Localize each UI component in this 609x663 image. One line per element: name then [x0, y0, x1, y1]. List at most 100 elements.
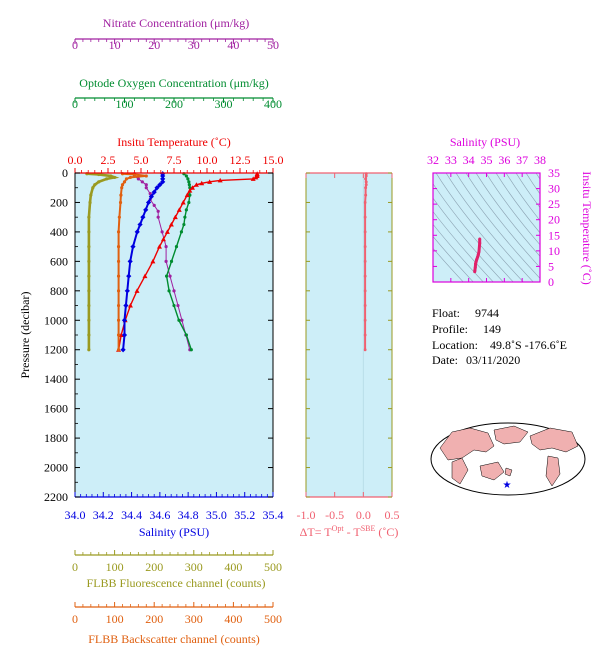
salinity-axis: 34.0 34.2 34.4 34.6 34.8 35.0 35.2 35.4 — [65, 492, 284, 522]
oxygen-point — [179, 230, 184, 234]
fluorescence-tick-label: 400 — [224, 560, 242, 574]
ts-density-contour — [433, 197, 504, 282]
ts-salinity-tick-label: 37 — [516, 153, 528, 167]
ts-point — [478, 237, 482, 241]
ts-density-contour — [455, 173, 540, 279]
ts-salinity-tick-label: 32 — [427, 153, 439, 167]
backscatter-tick-label: 400 — [224, 612, 242, 626]
ts-salinity-tick-label: 36 — [498, 153, 510, 167]
delta-t-point — [363, 318, 367, 322]
ts-salinity-tick-label: 35 — [481, 153, 493, 167]
temperature-point — [127, 303, 133, 308]
nitrate-point — [164, 259, 168, 263]
backscatter-tick-label: 500 — [264, 612, 282, 626]
date-value: 03/11/2020 — [466, 353, 520, 367]
world-map: ★ — [430, 422, 586, 496]
temperature-tick-label: 5.0 — [134, 153, 149, 167]
delta-t-lines — [363, 172, 368, 352]
oxygen-axis-label: Optode Oxygen Concentration (μm/kg) — [79, 76, 268, 90]
ts-temperature-axis-label: Insitu Temperature (˚C) — [580, 171, 594, 285]
fluorescence-point — [87, 333, 91, 337]
backscatter-point — [116, 318, 121, 322]
backscatter-point — [122, 180, 127, 184]
backscatter-point — [120, 183, 125, 187]
backscatter-point — [128, 175, 133, 180]
oxygen-point — [169, 259, 174, 263]
float-location-star-icon: ★ — [503, 480, 512, 491]
oxygen-axis: 0 100 200 300 400 — [72, 97, 282, 111]
fluorescence-point — [97, 180, 101, 184]
fluorescence-point — [87, 348, 91, 352]
backscatter-tick-label: 200 — [145, 612, 163, 626]
svg-text:Float:9744: Float: 9744 — [432, 306, 499, 320]
ts-density-contour — [535, 173, 540, 180]
ts-point — [478, 241, 482, 245]
temperature-point — [168, 222, 174, 227]
fluorescence-point — [93, 183, 97, 187]
backscatter-point — [124, 177, 129, 181]
nitrate-point — [140, 180, 144, 184]
ts-temperature-tick-label: 20 — [548, 213, 560, 227]
salinity-tick-label: 35.0 — [206, 508, 227, 522]
oxygen-point — [186, 177, 190, 181]
delta-t-tick-label: -0.5 — [325, 508, 344, 522]
nitrate-tick-label: 10 — [109, 38, 121, 52]
nitrate-point — [156, 209, 160, 213]
salinity-point — [154, 185, 160, 191]
nitrate-point — [136, 177, 140, 181]
salinity-point — [160, 176, 166, 182]
temperature-point — [160, 236, 166, 242]
salinity-point — [121, 332, 128, 338]
delta-t-point — [363, 304, 367, 308]
salinity-point — [148, 193, 154, 200]
backscatter-point — [119, 193, 123, 197]
nitrate-point — [144, 186, 148, 190]
backscatter-point — [116, 245, 121, 249]
temperature-point — [142, 273, 148, 279]
delta-t-point — [363, 274, 367, 278]
ts-diagram — [432, 172, 541, 283]
pressure-tick-label: 1600 — [44, 402, 68, 416]
ts-point — [474, 262, 478, 266]
oxygen-point — [184, 174, 188, 178]
delta-t-point — [364, 180, 368, 184]
salinity-axis-label: Salinity (PSU) — [139, 525, 209, 539]
pressure-tick-label: 2000 — [44, 461, 68, 475]
oxygen-point — [174, 245, 179, 249]
pressure-tick-label: 1800 — [44, 431, 68, 445]
salinity-tick-label: 34.8 — [178, 508, 199, 522]
ts-point — [476, 253, 480, 257]
fluorescence-point — [109, 174, 113, 178]
backscatter-tick-label: 300 — [185, 612, 203, 626]
fluorescence-tick-label: 0 — [72, 560, 78, 574]
oxygen-point — [187, 180, 191, 184]
pressure-tick-label: 400 — [50, 225, 68, 239]
temperature-axis-label: Insitu Temperature (˚C) — [117, 135, 231, 149]
fluorescence-tick-label: 500 — [264, 560, 282, 574]
fluorescence-point — [87, 318, 91, 322]
ts-density-contour — [433, 236, 474, 282]
salinity-point — [126, 273, 132, 279]
delta-t-tick-label: 0.0 — [356, 508, 371, 522]
ts-salinity-axis: 32 33 34 35 36 37 38 — [427, 153, 546, 282]
oxygen-tick-label: 400 — [264, 97, 282, 111]
oxygen-tick-label: 100 — [116, 97, 134, 111]
temperature-tick-label: 7.5 — [167, 153, 182, 167]
salinity-point — [130, 244, 136, 250]
delta-t-label-part1: ΔT= T — [300, 525, 333, 539]
fluorescence-point — [105, 177, 109, 181]
delta-t-axis-label: ΔT= TOpt - TSBE (˚C) — [300, 524, 399, 539]
salinity-point — [124, 288, 130, 294]
salinity-tick-label: 34.6 — [149, 508, 170, 522]
delta-t-point — [364, 174, 368, 178]
ts-temperature-tick-label: 5 — [548, 259, 554, 273]
temperature-point — [172, 214, 178, 220]
temperature-tick-label: 2.5 — [101, 153, 116, 167]
oxygen-point — [188, 193, 192, 197]
oxygen-point — [164, 274, 169, 278]
ts-point — [477, 249, 481, 253]
pressure-tick-label: 2200 — [44, 490, 68, 504]
fluorescence-point — [87, 303, 91, 308]
nitrate-tick-label: 20 — [148, 38, 160, 52]
